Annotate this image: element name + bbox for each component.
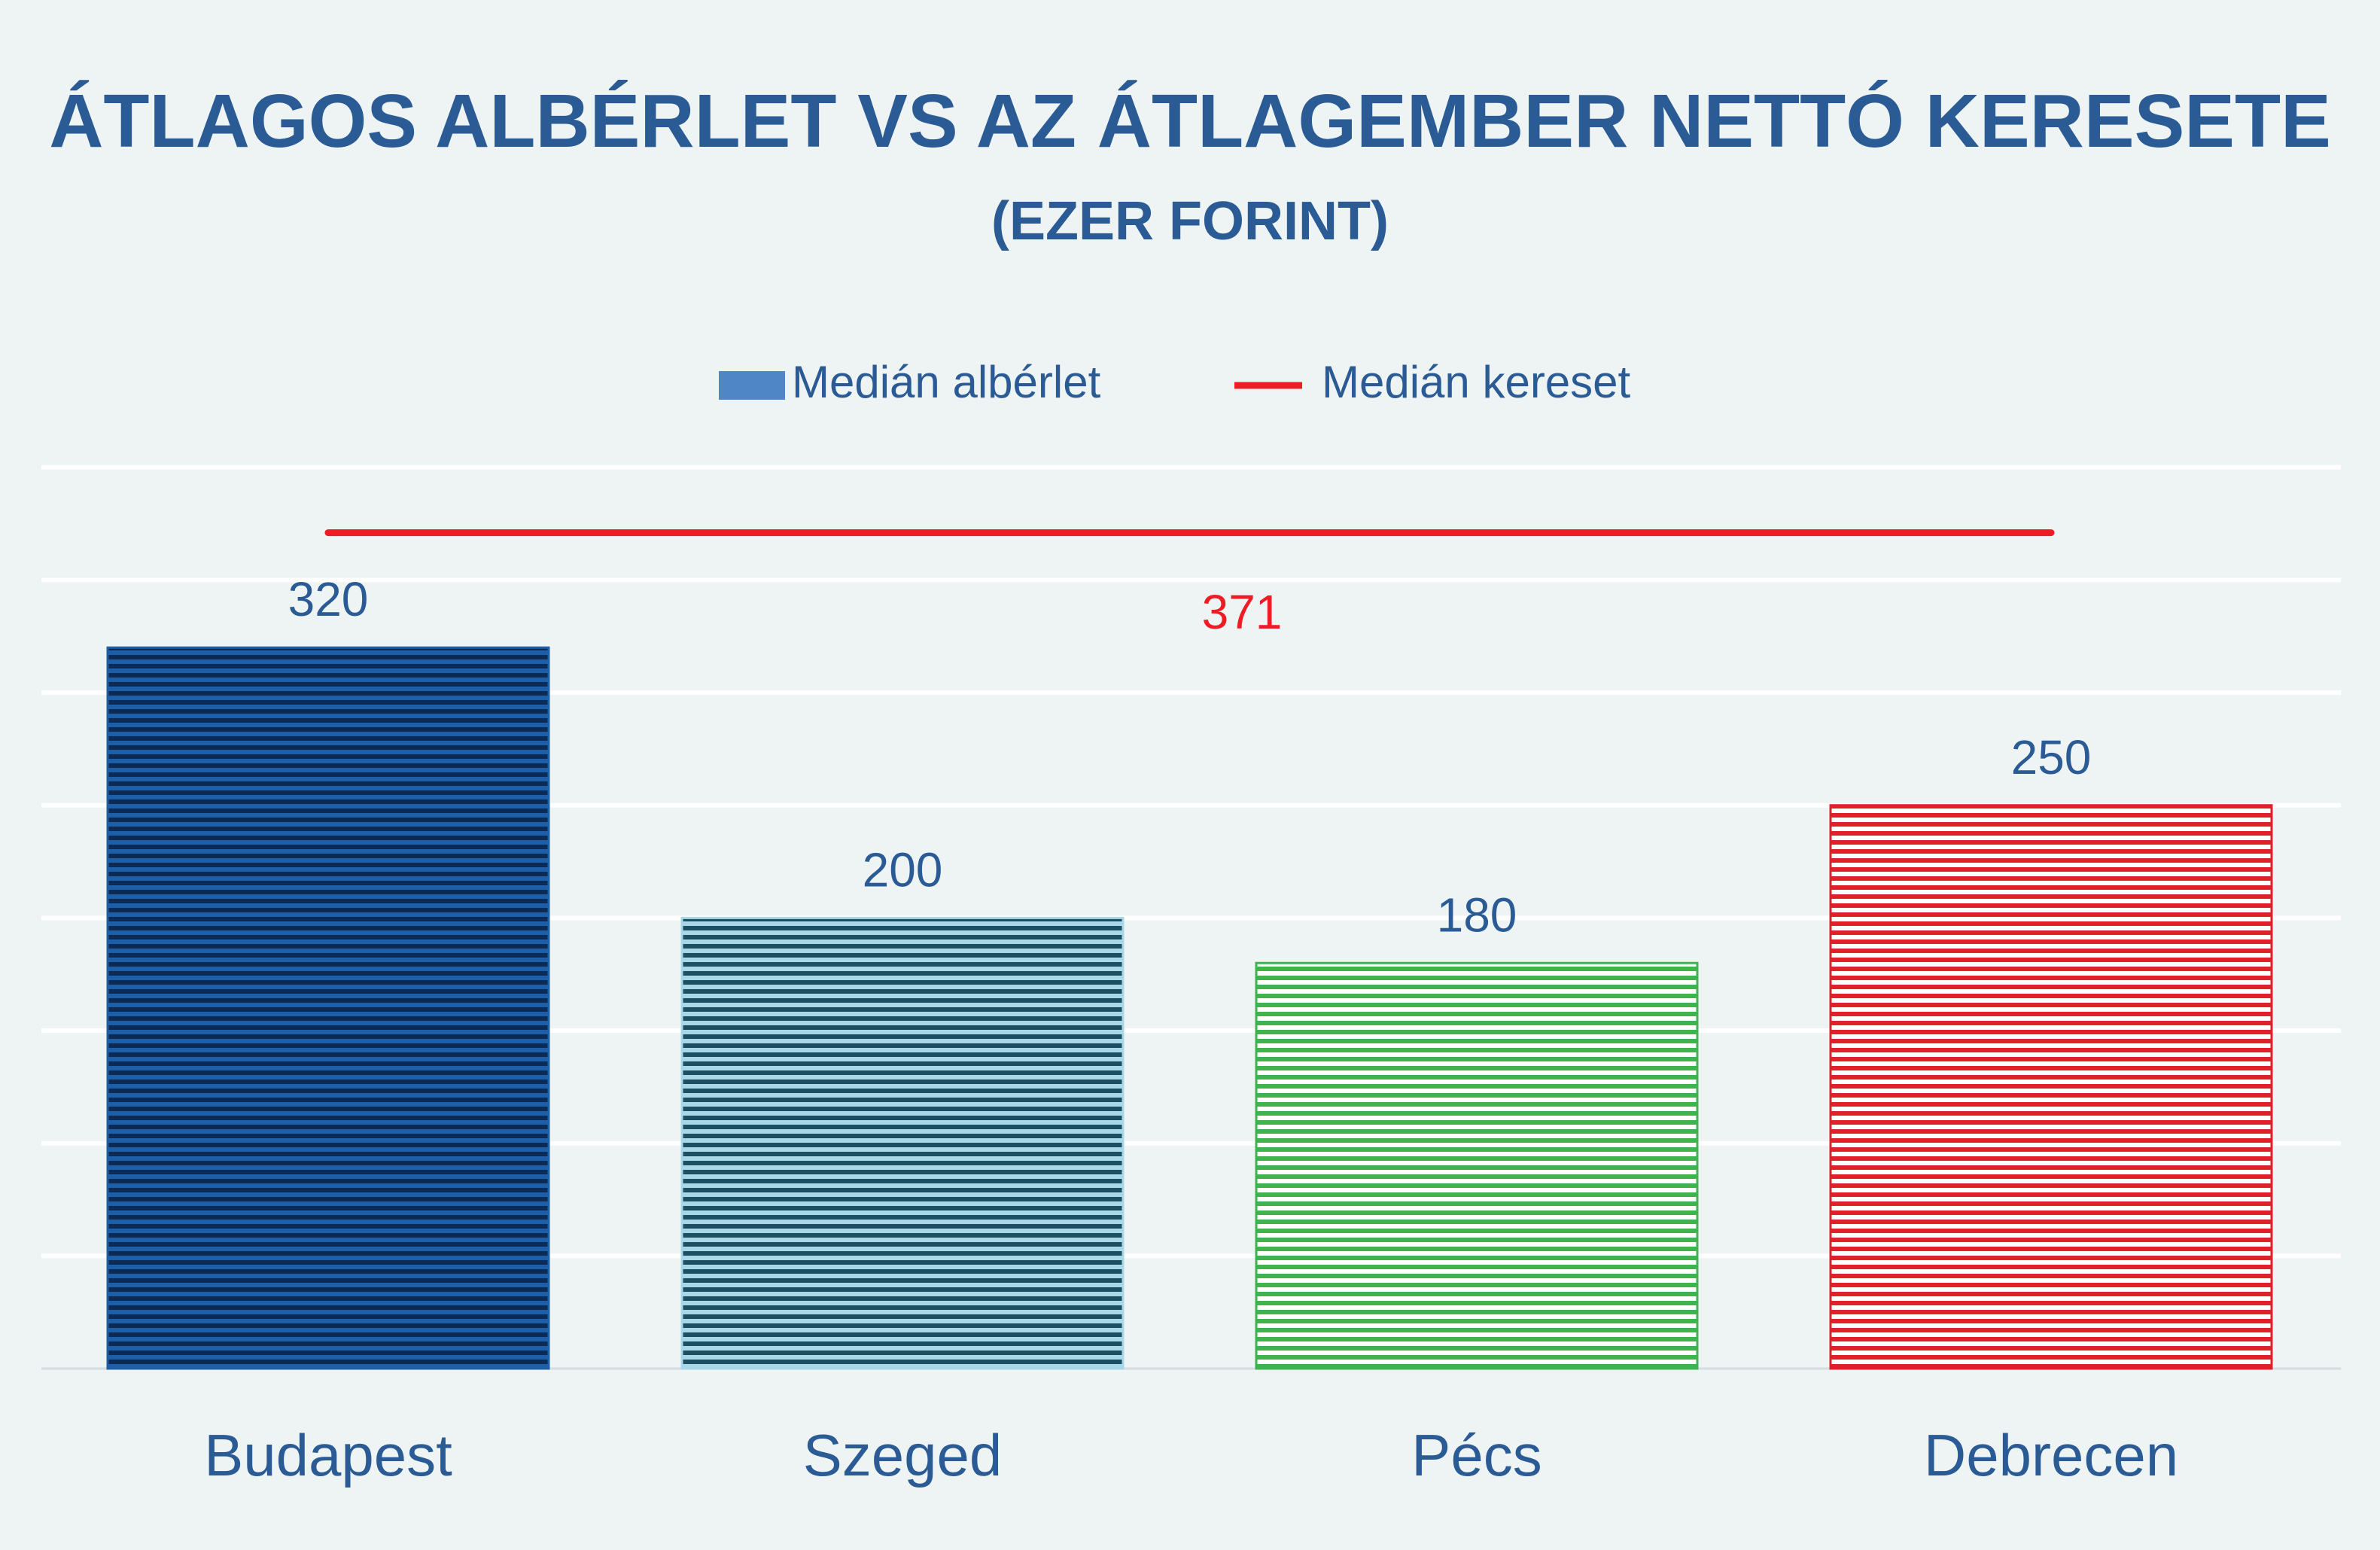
- legend: Medián albérlet Medián kereset: [719, 357, 1631, 407]
- bar-pécs: [1255, 961, 1699, 1370]
- bar-debrecen: [1829, 804, 2273, 1370]
- data-label: 320: [288, 572, 369, 626]
- category-label: Szeged: [803, 1422, 1003, 1488]
- bars: 320 Budapest 200 Szeged 180 Pécs 250 Debrecen: [106, 572, 2273, 1488]
- legend-swatch-bar: [719, 371, 785, 400]
- chart-subtitle: (EZER FORINT): [991, 191, 1389, 251]
- reference-line-group: 371: [324, 529, 2055, 639]
- legend-label-bar: Medián albérlet: [792, 357, 1101, 407]
- reference-line-label: 371: [1202, 585, 1283, 639]
- data-label: 250: [2011, 730, 2092, 784]
- chart-title: ÁTLAGOS ALBÉRLET VS AZ ÁTLAGEMBER NETTÓ …: [49, 79, 2331, 163]
- category-label: Debrecen: [1924, 1422, 2178, 1488]
- category-label: Budapest: [204, 1422, 452, 1488]
- category-label: Pécs: [1411, 1422, 1542, 1488]
- bar-szeged: [680, 916, 1125, 1370]
- bar-budapest: [106, 646, 550, 1370]
- legend-label-line: Medián kereset: [1322, 357, 1631, 407]
- data-label: 200: [863, 842, 943, 897]
- data-label: 180: [1437, 888, 1517, 942]
